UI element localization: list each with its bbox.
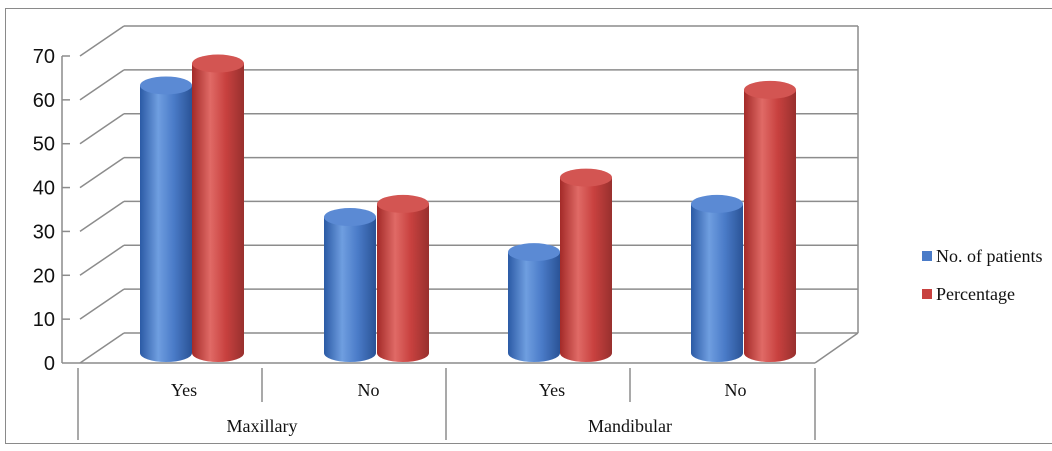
legend-label: No. of patients	[936, 246, 1042, 266]
y-tick-label: 30	[33, 221, 55, 243]
bar-body	[560, 177, 612, 353]
gridline-diagonal	[79, 113, 125, 145]
bar-top	[377, 194, 429, 213]
bar-top	[508, 243, 560, 262]
gridline-diagonal	[79, 244, 125, 276]
y-tick-label: 20	[33, 265, 55, 287]
bar-percentage	[192, 54, 244, 362]
y-tick-label: 60	[33, 90, 55, 112]
gridline-diagonal	[79, 200, 125, 233]
bar-top	[324, 208, 376, 227]
y-tick-label: 50	[33, 134, 55, 156]
y-tick-label: 10	[33, 309, 55, 331]
y-tick-label: 0	[44, 353, 55, 375]
bar-no-of-patients	[691, 194, 743, 362]
chart-frame	[5, 8, 1052, 444]
bar-body	[744, 89, 796, 353]
bar-body	[192, 63, 244, 354]
y-axis-ticks: 0 10 20 30 40 50 60 70	[33, 46, 55, 375]
x-group-label: Mandibular	[588, 416, 672, 436]
legend-swatch	[922, 251, 932, 261]
bar-no-of-patients	[140, 76, 192, 362]
bar-no-of-patients	[508, 243, 560, 362]
gridlines	[61, 25, 859, 364]
legend: No. of patients Percentage	[922, 246, 1042, 304]
gridline-diagonal	[79, 332, 125, 364]
legend-swatch	[922, 289, 932, 299]
gridline-diagonal	[79, 69, 125, 101]
x-category-label: Yes	[171, 380, 197, 400]
gridline-diagonal	[79, 288, 125, 320]
gridline-diagonal	[79, 156, 125, 189]
bar-percentage	[744, 80, 796, 362]
bars	[140, 54, 796, 362]
bar-body	[140, 85, 192, 353]
bar-top	[192, 54, 244, 73]
bar-top	[560, 168, 612, 187]
bar-no-of-patients	[324, 208, 376, 362]
x-category-label: No	[358, 380, 380, 400]
x-category-label: No	[725, 380, 747, 400]
x-group-label: Maxillary	[227, 416, 298, 436]
bar-body	[377, 203, 429, 353]
gridline-diagonal	[79, 25, 125, 57]
bar-body	[691, 203, 743, 353]
legend-label: Percentage	[936, 284, 1015, 304]
y-tick-label: 70	[33, 46, 55, 68]
floor-edge	[814, 332, 859, 364]
bar-top	[744, 80, 796, 99]
bar-top	[140, 76, 192, 95]
bar-top	[691, 194, 743, 213]
bar-percentage	[377, 194, 429, 362]
bar-body	[508, 252, 560, 353]
bar-body	[324, 217, 376, 353]
x-axis-categories: Yes No Yes No Maxillary Mandibular	[77, 368, 816, 440]
y-tick-label: 40	[33, 178, 55, 200]
bar-percentage	[560, 168, 612, 362]
x-category-label: Yes	[539, 380, 565, 400]
